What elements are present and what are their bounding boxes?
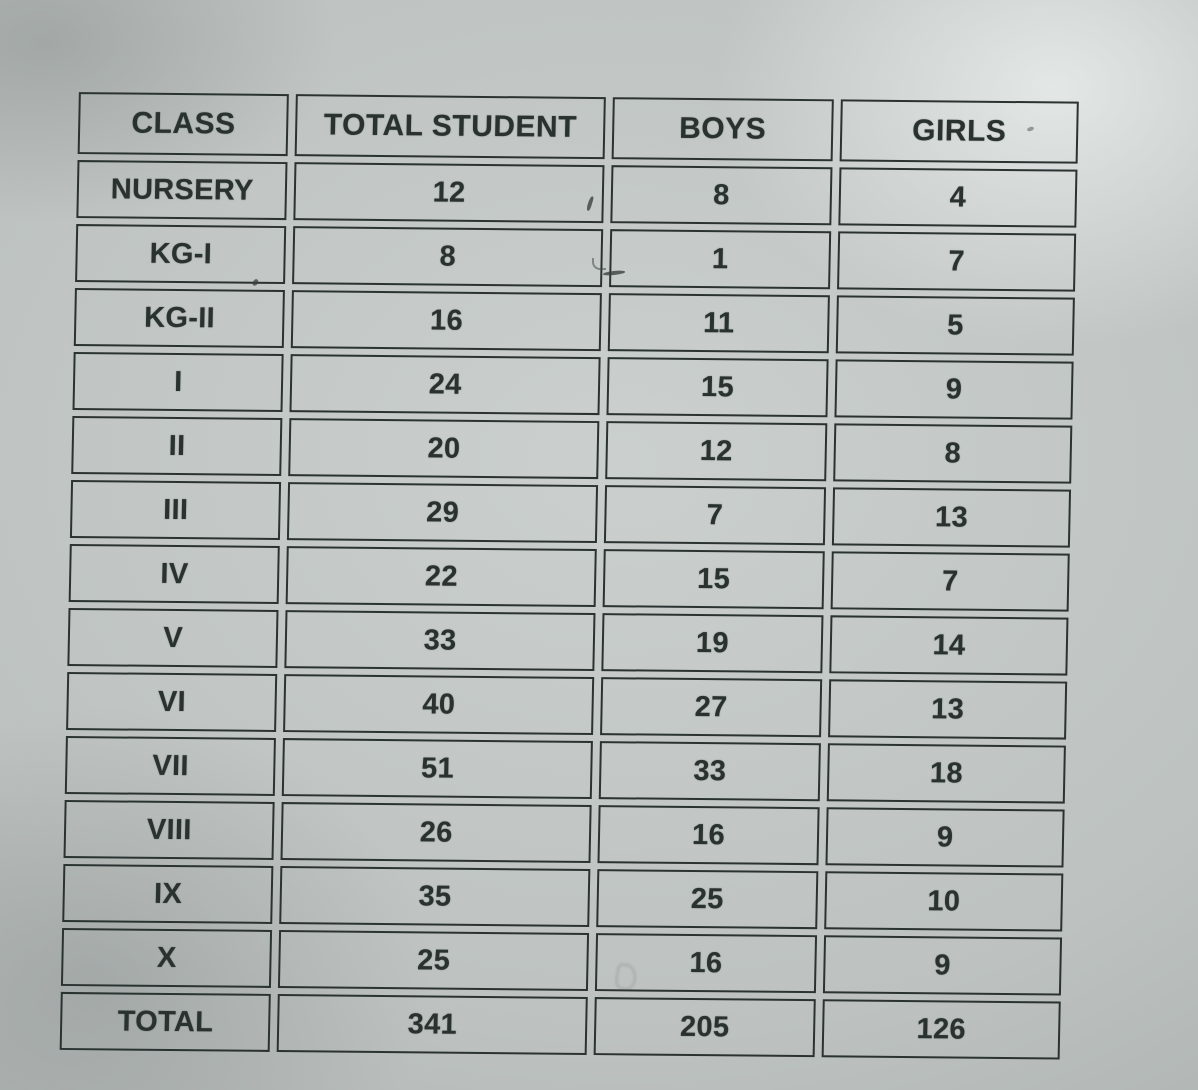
cell-girls: 8 xyxy=(833,423,1073,484)
cell-girls: 126 xyxy=(821,999,1061,1060)
row-3: III 29 7 13 xyxy=(69,480,1072,548)
cell-total: 20 xyxy=(288,418,600,480)
row-kg-1: KG-I 8 1 7 xyxy=(75,224,1077,292)
cell-total: 35 xyxy=(279,866,591,928)
cell-boys: 8 xyxy=(610,165,833,226)
cell-boys: 7 xyxy=(603,485,827,546)
cell-boys: 15 xyxy=(606,357,829,418)
row-9: IX 35 25 10 xyxy=(62,863,1064,932)
cell-total: 22 xyxy=(286,546,597,608)
row-1: I 24 15 9 xyxy=(72,352,1074,420)
cell-class: KG-II xyxy=(73,288,286,349)
header-boys: BOYS xyxy=(611,97,834,162)
cell-girls: 9 xyxy=(822,935,1063,996)
cell-girls: 7 xyxy=(830,551,1070,612)
cell-total: 341 xyxy=(277,994,588,1055)
row-total: TOTAL 341 205 126 xyxy=(59,991,1061,1060)
cell-boys: 19 xyxy=(601,613,824,674)
cell-class: II xyxy=(71,416,283,477)
cell-total: 29 xyxy=(287,482,598,544)
cell-boys: 25 xyxy=(596,869,819,930)
cell-boys: 205 xyxy=(593,997,816,1058)
row-7: VII 51 33 18 xyxy=(64,735,1066,804)
cell-class: KG-I xyxy=(75,224,287,285)
cell-girls: 9 xyxy=(825,807,1065,868)
cell-total: 25 xyxy=(278,930,589,991)
cell-girls: 10 xyxy=(824,871,1064,932)
cell-girls: 13 xyxy=(831,487,1072,548)
cell-total: 33 xyxy=(284,610,596,672)
enrollment-table: CLASS TOTAL STUDENT BOYS GIRLS NURSERY 1… xyxy=(53,86,1086,1066)
header-class: CLASS xyxy=(77,92,290,157)
cell-total: 24 xyxy=(289,354,601,416)
cell-class: I xyxy=(72,352,285,413)
cell-total: 26 xyxy=(280,802,592,864)
header-total-student: TOTAL STUDENT xyxy=(295,94,606,160)
cell-girls: 4 xyxy=(838,167,1078,228)
cell-total: 40 xyxy=(283,674,595,736)
cell-class: III xyxy=(69,480,282,541)
cell-girls: 9 xyxy=(834,359,1074,420)
cell-class: X xyxy=(60,927,273,988)
row-2: II 20 12 8 xyxy=(71,416,1073,484)
cell-boys: 12 xyxy=(605,421,828,482)
cell-boys: 27 xyxy=(599,677,823,738)
header-row: CLASS TOTAL STUDENT BOYS GIRLS xyxy=(77,92,1079,164)
cell-class: IV xyxy=(68,544,281,605)
cell-class: VIII xyxy=(63,799,276,860)
cell-total: 12 xyxy=(293,162,605,224)
cell-girls: 14 xyxy=(829,615,1069,676)
row-10: X 25 16 9 xyxy=(60,927,1063,996)
ink-smudge-hook xyxy=(592,258,606,270)
cell-girls: 7 xyxy=(837,231,1077,292)
cell-class: VII xyxy=(64,735,277,796)
cell-class: IX xyxy=(62,863,274,924)
cell-boys: 16 xyxy=(597,805,820,866)
cell-girls: 13 xyxy=(828,679,1068,740)
row-5: V 33 19 14 xyxy=(67,607,1069,676)
enrollment-table-wrap: CLASS TOTAL STUDENT BOYS GIRLS NURSERY 1… xyxy=(53,86,1086,1066)
cell-total: 8 xyxy=(292,226,604,288)
cell-girls: 18 xyxy=(826,743,1066,804)
cell-class: VI xyxy=(66,671,278,732)
cell-girls: 5 xyxy=(835,295,1075,356)
row-nursery: NURSERY 12 8 4 xyxy=(76,160,1078,228)
row-6: VI 40 27 13 xyxy=(66,671,1068,740)
cell-total: 51 xyxy=(282,738,593,800)
cell-boys: 33 xyxy=(598,741,822,802)
cell-total: 16 xyxy=(291,290,602,352)
row-4: IV 22 15 7 xyxy=(68,544,1070,612)
cell-boys: 1 xyxy=(608,229,832,290)
cell-class: V xyxy=(67,607,279,669)
cell-boys: 15 xyxy=(602,549,825,610)
header-girls: GIRLS xyxy=(839,99,1079,164)
cell-class: NURSERY xyxy=(76,160,288,221)
row-8: VIII 26 16 9 xyxy=(63,799,1065,868)
cell-boys: 11 xyxy=(607,293,831,354)
row-kg-2: KG-II 16 11 5 xyxy=(73,288,1075,356)
cell-class: TOTAL xyxy=(59,991,272,1052)
